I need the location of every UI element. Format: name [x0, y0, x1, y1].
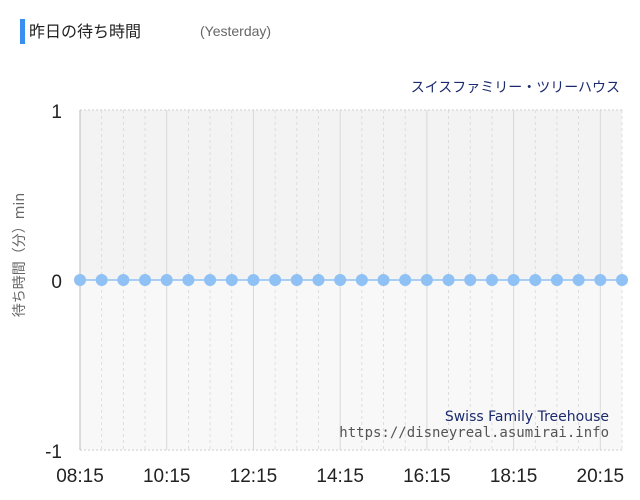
data-point — [594, 274, 607, 286]
data-point — [355, 274, 368, 286]
data-point — [334, 274, 347, 286]
y-tick-label-1: 1 — [51, 102, 62, 123]
data-point — [377, 274, 390, 286]
x-tick-label: 18:15 — [490, 466, 538, 487]
x-tick-label: 10:15 — [143, 466, 191, 487]
data-point — [485, 274, 498, 286]
data-point — [117, 274, 130, 286]
data-point — [420, 274, 433, 286]
data-point — [399, 274, 412, 286]
y-tick-label-neg1: -1 — [45, 442, 62, 463]
data-point — [572, 274, 585, 286]
data-point — [616, 274, 628, 286]
data-point — [442, 274, 455, 286]
x-tick-label: 20:15 — [577, 466, 625, 487]
data-point — [95, 274, 108, 286]
data-point — [182, 274, 195, 286]
page-title: 昨日の待ち時間 — [29, 22, 142, 41]
data-point — [247, 274, 260, 286]
watermark-name: Swiss Family Treehouse — [445, 409, 609, 425]
x-tick-labels: 08:15 10:15 12:15 14:15 16:15 18:15 20:15 — [56, 466, 624, 487]
data-point — [529, 274, 542, 286]
data-point — [74, 274, 86, 286]
data-point — [464, 274, 477, 286]
plot-area-upper — [80, 110, 622, 280]
header-accent-bar — [20, 19, 25, 44]
data-points — [74, 274, 628, 286]
data-point — [550, 274, 563, 286]
data-point — [269, 274, 282, 286]
data-point — [225, 274, 238, 286]
plot-area-lower — [80, 280, 622, 450]
page-subtitle: (Yesterday) — [200, 23, 272, 39]
x-tick-label: 14:15 — [316, 466, 364, 487]
watermark-url: https://disneyreal.asumirai.info — [339, 425, 609, 441]
data-point — [139, 274, 152, 286]
data-point — [290, 274, 303, 286]
y-axis-label: 待ち時間（分）min — [12, 193, 28, 317]
y-tick-label-0: 0 — [51, 272, 62, 293]
data-point — [312, 274, 325, 286]
x-tick-label: 16:15 — [403, 466, 451, 487]
chart-title: スイスファミリー・ツリーハウス — [411, 80, 620, 96]
x-tick-label: 12:15 — [230, 466, 278, 487]
data-point — [507, 274, 520, 286]
x-tick-label: 08:15 — [56, 466, 104, 487]
data-point — [160, 274, 173, 286]
data-point — [204, 274, 217, 286]
